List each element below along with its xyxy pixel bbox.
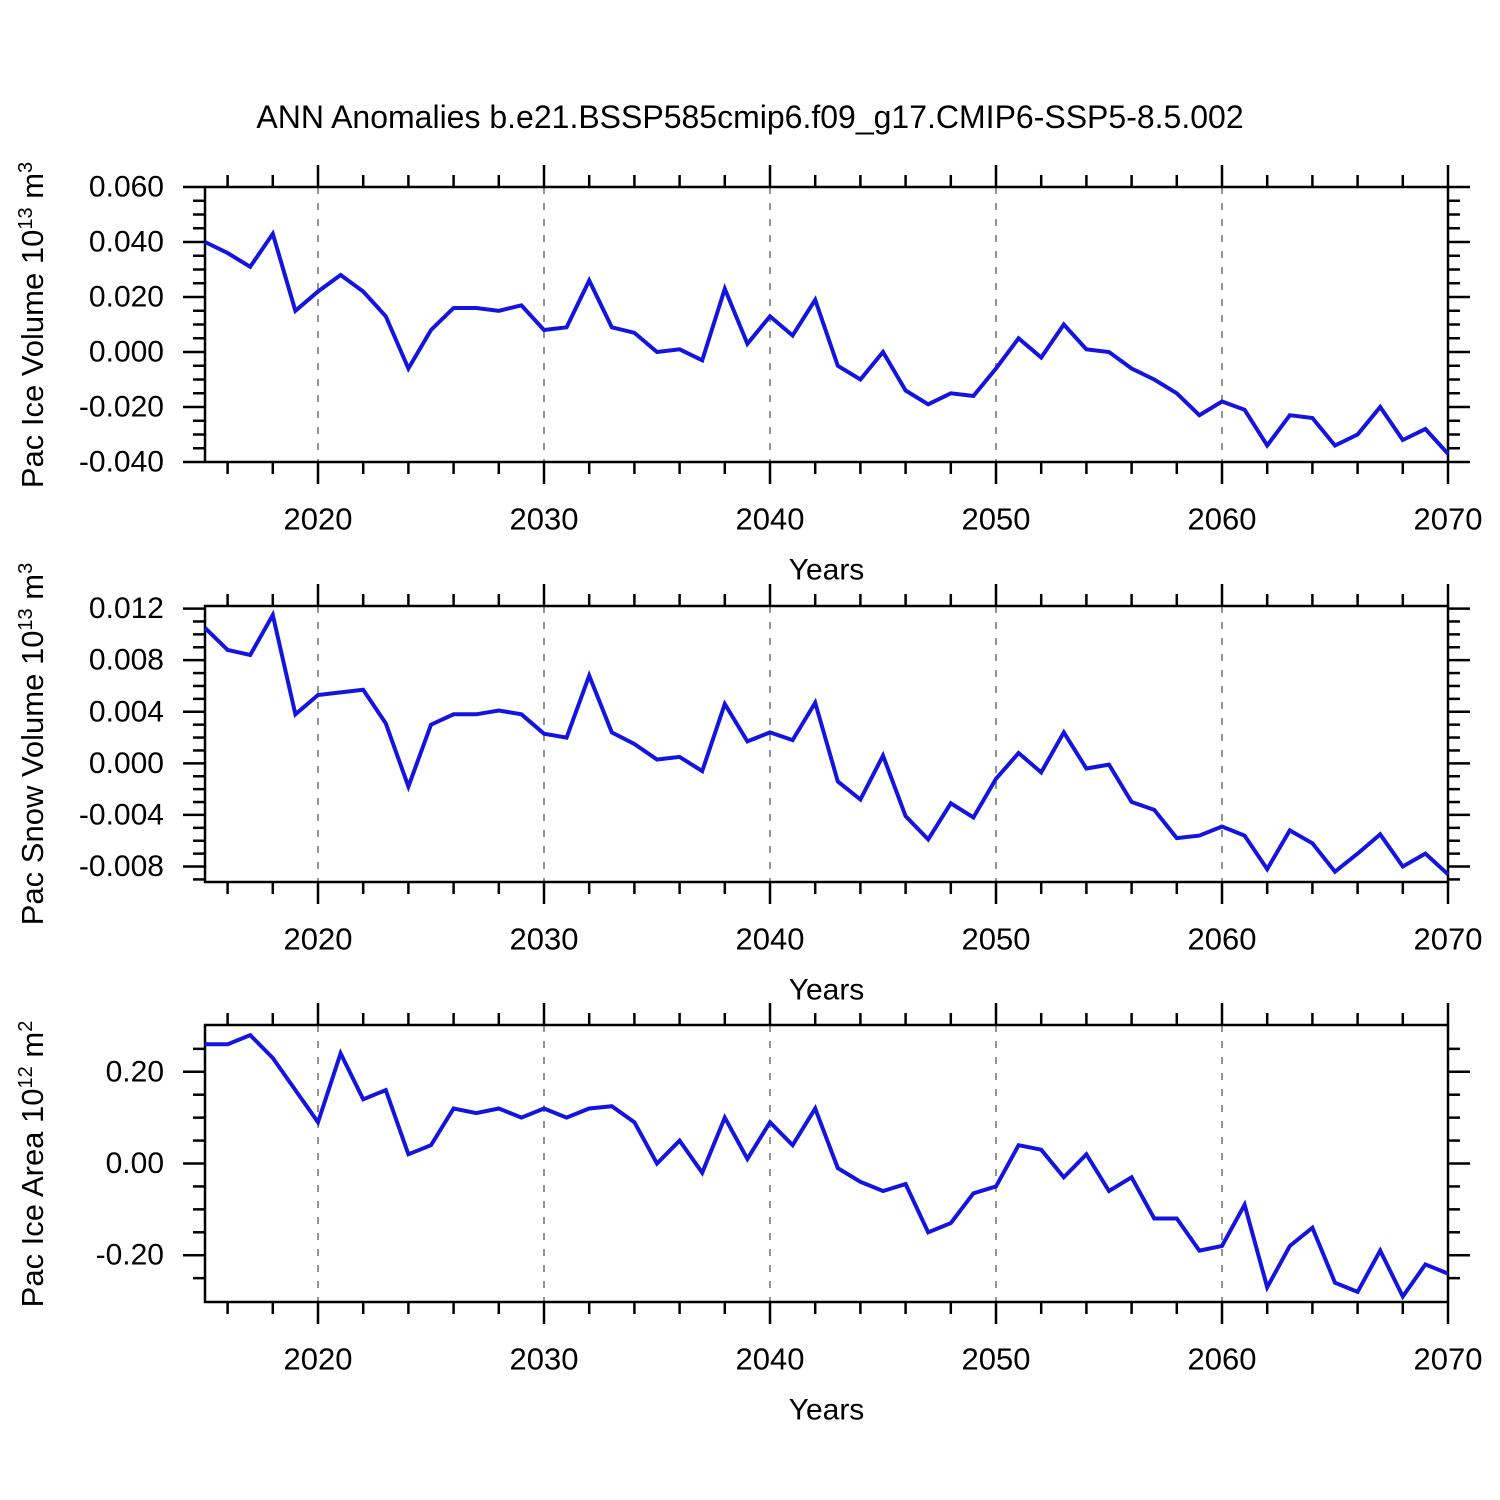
panel3-x-tick-label: 2060 (1188, 1342, 1257, 1377)
panel1-axis-frame (203, 185, 1450, 464)
panel1-y-tick-label: 0.040 (89, 226, 164, 259)
panel3-axis-frame (203, 1023, 1450, 1304)
panel3-x-tick-label: 2020 (284, 1342, 353, 1377)
panel1-x-tick-label: 2030 (510, 502, 579, 537)
panel2-y-tick-label: 0.000 (89, 747, 164, 780)
panel1-y-tick-label: -0.020 (79, 391, 164, 424)
panel1-x-tick-label: 2060 (1188, 502, 1257, 537)
panel3-data-line (205, 1032, 1449, 1301)
panel3-x-tick-label: 2030 (510, 1342, 579, 1377)
panel2-y-tick-label: 0.012 (89, 592, 164, 625)
panel1-x-axis-title: Years (789, 554, 865, 587)
panel2-x-tick-label: 2030 (510, 922, 579, 957)
panel1-y-tick-label: 0.060 (89, 171, 164, 204)
panel1-data-line (204, 229, 1450, 456)
panel1-y-tick-label: 0.000 (89, 336, 164, 369)
panel2-x-tick-label: 2020 (284, 922, 353, 957)
panel3-y-tick-label: 0.20 (106, 1055, 164, 1088)
panel2-x-tick-label: 2060 (1188, 922, 1257, 957)
panel1-x-tick-label: 2050 (962, 502, 1031, 537)
panel3-x-axis-title: Years (789, 1394, 865, 1427)
panel1-x-tick-label: 2040 (736, 502, 805, 537)
panel3-x-tick-label: 2050 (962, 1342, 1031, 1377)
panel3-y-tick-label: -0.20 (96, 1239, 164, 1272)
panel2-x-axis-title: Years (789, 974, 865, 1007)
panel2-axis-frame (203, 604, 1450, 884)
panel2-data-line (203, 609, 1450, 876)
panel3-y-tick-label: 0.00 (106, 1147, 164, 1180)
panel3-x-tick-label: 2040 (736, 1342, 805, 1377)
panel1-x-tick-label: 2070 (1414, 502, 1483, 537)
panel3-x-tick-label: 2070 (1414, 1342, 1483, 1377)
panel1-x-tick-label: 2020 (284, 502, 353, 537)
panel2-x-tick-label: 2050 (962, 922, 1031, 957)
panel2-y-tick-label: 0.008 (89, 644, 164, 677)
panel1-y-tick-label: -0.040 (79, 446, 164, 479)
panel2-x-tick-label: 2040 (736, 922, 805, 957)
panel2-x-tick-label: 2070 (1414, 922, 1483, 957)
panel2-y-tick-label: 0.004 (89, 695, 164, 728)
chart-title: ANN Anomalies b.e21.BSSP585cmip6.f09_g17… (256, 99, 1244, 135)
panel2-y-tick-label: -0.008 (79, 850, 164, 883)
panel1-y-tick-label: 0.020 (89, 281, 164, 314)
panel2-y-tick-label: -0.004 (79, 798, 164, 831)
